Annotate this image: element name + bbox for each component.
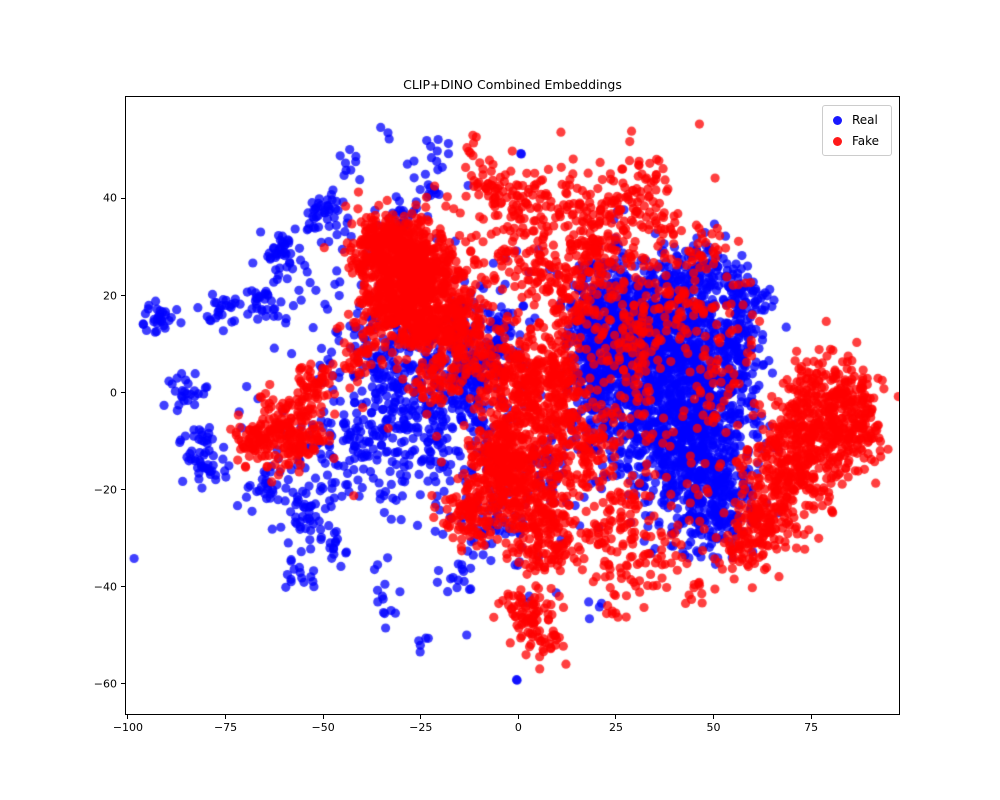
y-tick-mark bbox=[121, 489, 125, 491]
x-tick-label: −100 bbox=[112, 721, 144, 734]
y-tick-mark bbox=[121, 295, 125, 297]
y-tick-label: 20 bbox=[103, 289, 117, 303]
x-tick-label: 50 bbox=[706, 721, 721, 734]
x-tick-label: 75 bbox=[804, 721, 819, 734]
legend-item-real: Real bbox=[832, 113, 879, 127]
y-tick-label: −40 bbox=[93, 580, 117, 594]
scatter-points-canvas bbox=[126, 97, 899, 714]
y-tick-label: 40 bbox=[103, 191, 117, 205]
x-tick-label: −75 bbox=[213, 721, 238, 734]
chart-title: CLIP+DINO Combined Embeddings bbox=[403, 77, 622, 92]
legend-label-fake: Fake bbox=[851, 134, 879, 148]
y-tick-label: −60 bbox=[93, 677, 117, 691]
legend-label-real: Real bbox=[851, 113, 878, 127]
x-tick-label: −25 bbox=[409, 721, 433, 734]
y-tick-label: 0 bbox=[110, 386, 117, 400]
x-tick-mark bbox=[225, 715, 227, 719]
x-tick-mark bbox=[420, 715, 422, 719]
x-tick-label: −50 bbox=[311, 721, 335, 734]
x-tick-mark bbox=[517, 715, 519, 719]
y-tick-mark bbox=[121, 586, 125, 588]
x-tick-mark bbox=[713, 715, 715, 719]
y-tick-mark bbox=[121, 683, 125, 685]
y-tick-mark bbox=[121, 197, 125, 199]
plot-area: Real Fake bbox=[125, 96, 900, 715]
x-tick-mark bbox=[127, 715, 129, 719]
x-tick-mark bbox=[322, 715, 324, 719]
x-tick-label: 25 bbox=[608, 721, 623, 734]
legend-marker-real bbox=[832, 115, 842, 125]
x-tick-mark bbox=[810, 715, 812, 719]
y-tick-label: −20 bbox=[93, 483, 117, 497]
x-tick-label: 0 bbox=[514, 721, 522, 734]
x-tick-mark bbox=[615, 715, 617, 719]
legend-item-fake: Fake bbox=[832, 134, 879, 148]
legend: Real Fake bbox=[821, 105, 892, 156]
y-tick-mark bbox=[121, 392, 125, 394]
legend-marker-fake bbox=[832, 136, 842, 146]
